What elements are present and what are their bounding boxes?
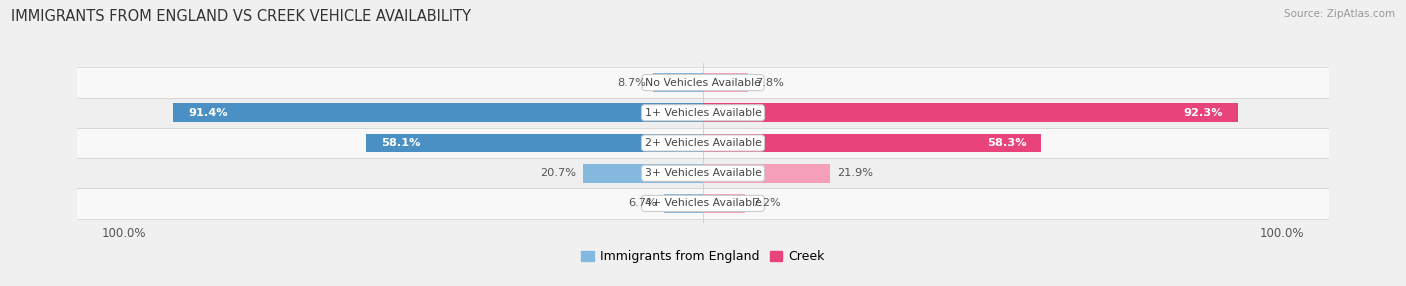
Text: 4+ Vehicles Available: 4+ Vehicles Available: [644, 198, 762, 208]
Text: 58.1%: 58.1%: [381, 138, 420, 148]
Text: 58.3%: 58.3%: [987, 138, 1026, 148]
Bar: [703, 73, 748, 92]
Text: 3+ Vehicles Available: 3+ Vehicles Available: [644, 168, 762, 178]
Bar: [703, 194, 745, 213]
Bar: [583, 164, 703, 182]
Text: 20.7%: 20.7%: [540, 168, 576, 178]
Bar: [703, 164, 830, 182]
FancyBboxPatch shape: [77, 188, 1329, 219]
Legend: Immigrants from England, Creek: Immigrants from England, Creek: [576, 245, 830, 268]
Text: IMMIGRANTS FROM ENGLAND VS CREEK VEHICLE AVAILABILITY: IMMIGRANTS FROM ENGLAND VS CREEK VEHICLE…: [11, 9, 471, 23]
Bar: [664, 194, 703, 213]
Bar: [703, 134, 1040, 152]
FancyBboxPatch shape: [77, 67, 1329, 98]
Bar: [367, 134, 703, 152]
Text: 92.3%: 92.3%: [1184, 108, 1223, 118]
Text: 7.2%: 7.2%: [752, 198, 780, 208]
Text: 1+ Vehicles Available: 1+ Vehicles Available: [644, 108, 762, 118]
Text: No Vehicles Available: No Vehicles Available: [645, 78, 761, 88]
Text: 8.7%: 8.7%: [617, 78, 645, 88]
Bar: [703, 104, 1237, 122]
Text: 2+ Vehicles Available: 2+ Vehicles Available: [644, 138, 762, 148]
Text: 21.9%: 21.9%: [837, 168, 873, 178]
Bar: [173, 104, 703, 122]
FancyBboxPatch shape: [77, 98, 1329, 128]
FancyBboxPatch shape: [77, 128, 1329, 158]
Text: 7.8%: 7.8%: [755, 78, 785, 88]
Bar: [652, 73, 703, 92]
Text: 6.7%: 6.7%: [628, 198, 657, 208]
FancyBboxPatch shape: [77, 158, 1329, 188]
Text: 91.4%: 91.4%: [188, 108, 228, 118]
Text: Source: ZipAtlas.com: Source: ZipAtlas.com: [1284, 9, 1395, 19]
